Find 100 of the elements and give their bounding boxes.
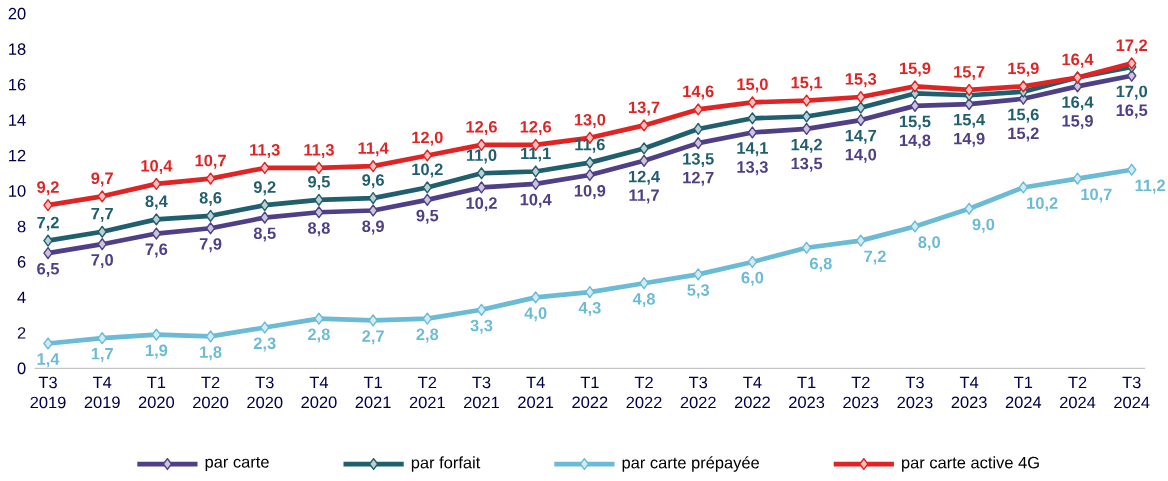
data-label: 10,7 (195, 154, 226, 169)
data-label: 1,7 (91, 347, 113, 362)
data-label: 1,4 (37, 353, 60, 368)
x-tick-label: T4 2019 (84, 376, 120, 408)
data-label: 9,2 (37, 181, 59, 196)
data-label: 11,3 (304, 143, 334, 158)
data-label: 2,8 (308, 328, 330, 343)
data-label: 10,2 (1027, 197, 1058, 212)
data-label: 7,6 (145, 243, 168, 258)
x-tick-label: T1 2022 (572, 376, 608, 408)
data-label: 16,4 (1062, 96, 1094, 111)
data-label: 1,8 (200, 346, 222, 361)
x-tick-label: T1 2021 (355, 376, 391, 408)
y-tick-label: 10 (9, 185, 26, 197)
data-label: 9,5 (416, 209, 439, 224)
data-label: 14,2 (791, 138, 822, 153)
data-label: 6,8 (810, 257, 832, 272)
data-label: 12,7 (683, 171, 714, 186)
data-label: 9,6 (362, 174, 384, 189)
data-label: 7,2 (864, 250, 886, 265)
data-label: 12,6 (520, 120, 552, 135)
data-label: 15,7 (954, 66, 985, 80)
y-tick-label: 4 (17, 291, 26, 303)
data-label: 4,0 (524, 307, 547, 322)
data-label: 7,7 (91, 207, 113, 222)
y-tick-label: 18 (9, 43, 26, 55)
data-label: 12,0 (412, 131, 443, 146)
data-label: 16,5 (1116, 104, 1148, 119)
x-tick-label: T3 2023 (897, 376, 933, 409)
data-label: 9,0 (972, 218, 995, 233)
legend-label: par carte prépayée (622, 456, 759, 472)
data-label: 17,0 (1116, 85, 1148, 100)
y-tick-label: 8 (17, 220, 26, 233)
y-tick-label: 20 (8, 7, 26, 20)
y-tick-label: 16 (9, 78, 26, 91)
data-label: 11,4 (358, 142, 389, 157)
data-label: 1,9 (145, 344, 168, 359)
data-label: 11,0 (466, 149, 497, 164)
data-label: 15,9 (1062, 114, 1093, 129)
x-tick-label: T2 2020 (193, 376, 229, 409)
data-label: 15,5 (899, 115, 931, 130)
x-tick-label: T2 2024 (1060, 376, 1096, 409)
x-tick-label: T3 2022 (680, 376, 716, 409)
data-label: 11,6 (575, 138, 605, 153)
legend-label: par forfait (411, 456, 481, 472)
x-tick-label: T4 2022 (734, 376, 770, 408)
data-label: 8,9 (362, 220, 384, 235)
data-label: 15,4 (954, 113, 986, 128)
data-label: 14,7 (845, 129, 877, 144)
data-label: 14,6 (683, 85, 714, 100)
data-label: 14,8 (899, 134, 931, 149)
data-label: 15,9 (1008, 62, 1039, 77)
x-tick-label: T1 2020 (138, 376, 175, 408)
data-label: 14,9 (954, 132, 985, 147)
data-label: 6,5 (37, 262, 60, 277)
data-label: 2,8 (416, 328, 439, 343)
data-label: 3,3 (470, 319, 493, 334)
data-label: 14,1 (737, 142, 768, 157)
data-label: 9,5 (308, 175, 330, 190)
data-label: 12,4 (629, 170, 660, 185)
x-tick-label: T2 2023 (843, 376, 879, 409)
legend-label: par carte active 4G (902, 456, 1039, 472)
data-label: 2,7 (362, 330, 384, 345)
data-label: 14,0 (845, 148, 877, 163)
data-label: 10,2 (412, 163, 443, 178)
data-label: 13,0 (574, 113, 606, 128)
data-label: 10,4 (520, 193, 552, 208)
x-tick-label: T4 2023 (951, 376, 987, 408)
y-tick-label: 12 (9, 149, 26, 162)
data-label: 4,3 (578, 301, 601, 316)
data-label: 15,1 (791, 76, 823, 91)
data-label: 7,9 (199, 238, 222, 253)
data-label: 5,3 (687, 284, 710, 299)
x-tick-label: T3 2024 (1114, 376, 1150, 409)
x-tick-label: T2 2022 (626, 376, 662, 409)
data-label: 13,7 (629, 101, 660, 116)
data-label: 13,5 (683, 152, 714, 167)
y-tick-label: 14 (9, 114, 26, 126)
data-label: 11,1 (521, 147, 551, 162)
data-label: 11,3 (250, 143, 280, 158)
data-label: 7,0 (91, 253, 113, 268)
data-label: 8,8 (308, 222, 330, 237)
legend-label: par carte (205, 456, 269, 471)
data-label: 13,3 (737, 161, 768, 176)
data-label: 2,3 (253, 337, 276, 352)
x-tick-label: T3 2019 (30, 376, 66, 409)
data-label: 15,0 (737, 78, 768, 93)
data-label: 9,7 (91, 172, 113, 187)
data-label: 7,2 (37, 216, 59, 231)
data-label: 15,3 (845, 72, 877, 88)
data-label: 15,9 (899, 62, 931, 77)
data-label: 16,4 (1062, 53, 1094, 68)
data-label: 10,9 (574, 184, 606, 199)
data-label: 13,5 (791, 157, 823, 172)
data-label: 9,2 (253, 181, 276, 196)
data-label: 10,4 (141, 159, 173, 174)
data-label: 15,6 (1008, 108, 1039, 123)
data-label: 15,2 (1008, 127, 1039, 142)
x-tick-label: T4 2021 (518, 376, 554, 408)
y-tick-label: 2 (17, 327, 26, 339)
